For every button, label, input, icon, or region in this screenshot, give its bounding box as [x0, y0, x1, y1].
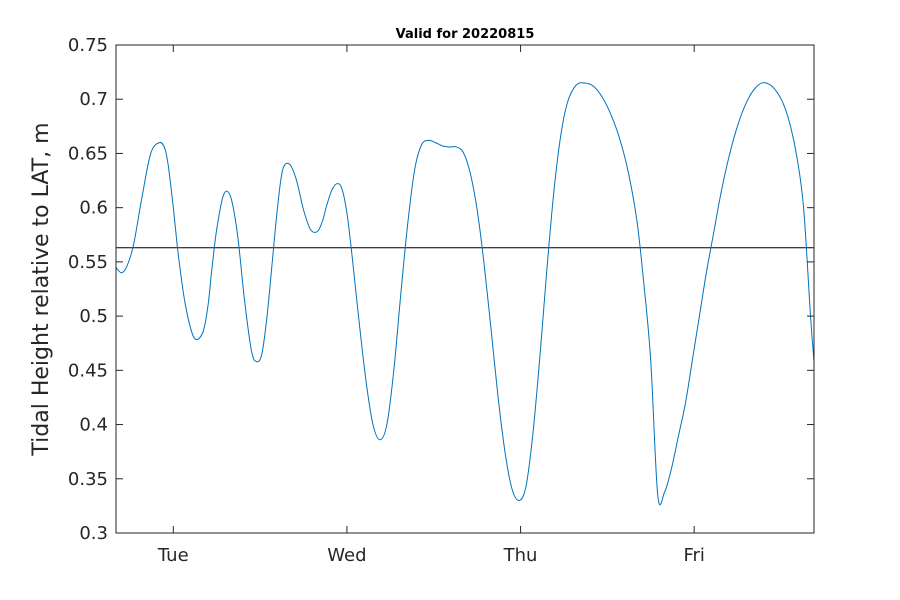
- y-tick-label: 0.4: [79, 415, 108, 436]
- y-tick-label: 0.55: [68, 252, 108, 273]
- y-tick-label: 0.35: [68, 469, 108, 490]
- y-tick-label: 0.7: [79, 89, 108, 110]
- y-tick-label: 0.6: [79, 198, 108, 219]
- series-layer: [115, 82, 815, 506]
- y-axis-label: Tidal Height relative to LAT, m: [29, 122, 54, 456]
- x-tick-label: Wed: [327, 545, 366, 566]
- x-tick-label: Tue: [157, 545, 189, 566]
- plot-frame: [115, 44, 815, 534]
- x-axis: Tue Wed Thu Fri: [157, 45, 705, 566]
- y-axis: 0.3 0.35 0.4 0.45 0.5 0.55 0.6 0.65 0.7 0.75: [68, 35, 814, 544]
- y-tick-label: 0.3: [79, 523, 108, 544]
- plot-background: [116, 45, 814, 533]
- x-tick-label: Thu: [503, 545, 538, 566]
- y-tick-label: 0.5: [79, 306, 108, 327]
- y-tick-label: 0.75: [68, 35, 108, 56]
- chart-title: Valid for 20220815: [396, 27, 535, 42]
- y-tick-label: 0.65: [68, 143, 108, 164]
- y-tick-label: 0.45: [68, 360, 108, 381]
- tidal-height-series-line: [115, 82, 815, 506]
- x-tick-label: Fri: [683, 545, 704, 566]
